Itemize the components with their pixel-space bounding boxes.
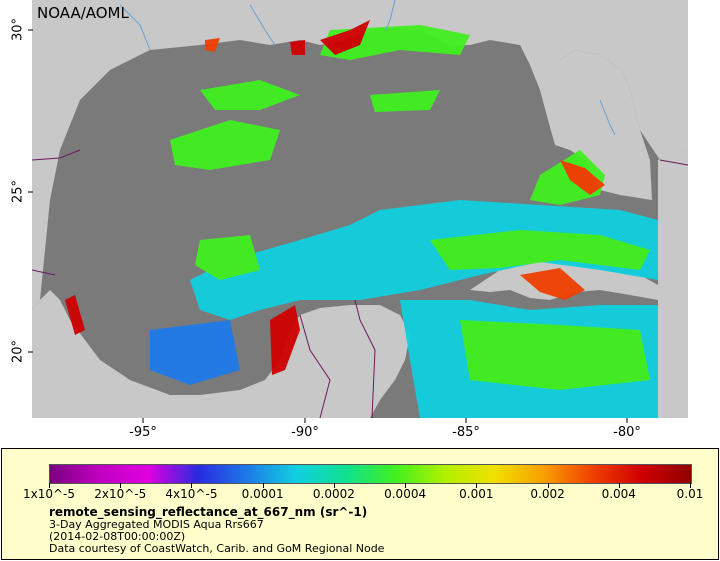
colorbar-tick-label: 1x10^-5	[22, 487, 76, 501]
colorbar-tick	[476, 483, 478, 488]
colorbar-tick	[333, 483, 335, 488]
colorbar-tick	[120, 483, 122, 488]
credit-label: NOAA/AOML	[37, 4, 129, 22]
lat-ticks	[28, 29, 33, 353]
lon-ticks	[142, 418, 628, 423]
lat-label-30: 30°	[10, 17, 26, 42]
land-east-islands	[658, 150, 688, 418]
gulf-of-mexico-map	[28, 0, 689, 423]
legend-panel: 1x10^-5 2x10^-5 4x10^-5 0.0001 0.0002 0.0004 0…	[1, 448, 719, 560]
legend-variable-title: remote_sensing_reflectance_at_667_nm (sr…	[49, 505, 368, 519]
colorbar-tick-label: 4x10^-5	[165, 487, 218, 501]
colorbar-tick	[405, 483, 407, 488]
colorbar-tick-label: 0.001	[459, 487, 494, 501]
lon-label-90: -90°	[291, 425, 319, 440]
colorbar-tick	[262, 483, 264, 488]
lon-label-85: -85°	[452, 425, 480, 440]
colorbar-tick	[191, 483, 193, 488]
lon-label-80: -80°	[613, 425, 641, 440]
colorbar-tick-label: 0.0001	[241, 487, 284, 501]
land-mexico	[32, 290, 410, 418]
lon-label-95: -95°	[129, 425, 157, 440]
lat-label-20: 20°	[10, 339, 26, 364]
colorbar-tick	[690, 483, 691, 488]
reflectance-data-layer	[65, 20, 658, 418]
land-florida	[520, 45, 652, 200]
land-us-gulf-coast	[32, 0, 688, 310]
map-panel: NOAA/AOML 30° 25° 20° -95° -90° -85° -80…	[10, 0, 689, 440]
legend-product: 3-Day Aggregated MODIS Aqua Rrs667	[49, 518, 264, 531]
legend-date: (2014-02-08T00:00:00Z)	[49, 530, 186, 543]
colorbar-tick-label: 0.0002	[312, 487, 355, 501]
rivers	[119, 0, 616, 136]
lat-label-25: 25°	[10, 179, 26, 204]
colorbar-tick	[49, 483, 50, 488]
legend-source: Data courtesy of CoastWatch, Carib. and …	[49, 542, 385, 555]
colorbar-tick-label: 0.01	[676, 487, 704, 501]
colorbar-tick-label: 2x10^-5	[94, 487, 147, 501]
colorbar-tick-label: 0.0004	[384, 487, 427, 501]
colorbar-tick	[547, 483, 549, 488]
colorbar-tick-label: 0.002	[530, 487, 565, 501]
colorbar	[49, 464, 692, 484]
colorbar-tick	[618, 483, 620, 488]
political-borders	[31, 149, 689, 419]
colorbar-tick-label: 0.004	[601, 487, 636, 501]
